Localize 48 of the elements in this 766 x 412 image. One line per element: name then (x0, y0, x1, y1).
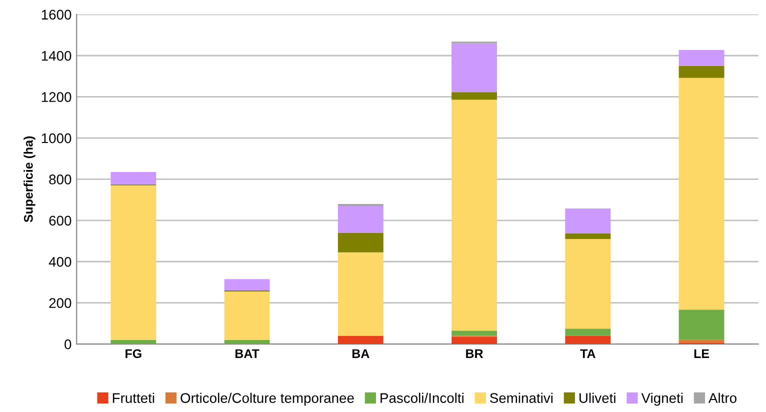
y-tick-label: 600 (49, 216, 72, 226)
bar (110, 172, 156, 184)
x-tick-label: FG (126, 349, 142, 358)
y-tick-label: 400 (48, 256, 72, 267)
y-tick-label: 1200 (42, 92, 72, 102)
bar (224, 340, 270, 344)
bar (338, 336, 384, 344)
bar (678, 78, 724, 310)
y-tick-label: 1400 (42, 50, 72, 61)
bar (452, 43, 498, 92)
legend-label: Uliveti (580, 392, 616, 403)
bar (565, 233, 611, 239)
bar (110, 185, 156, 340)
bar (452, 100, 498, 331)
y-tick-label: 800 (49, 174, 72, 184)
bar (565, 238, 611, 329)
bar (338, 252, 384, 336)
x-tick-label: BA (352, 349, 370, 358)
bar (678, 66, 724, 78)
y-tick-label: 0 (64, 339, 72, 350)
legend-label: Frutteti (112, 392, 154, 403)
bar (565, 328, 611, 336)
x-tick-label: BAT (235, 349, 260, 358)
bar (338, 206, 384, 233)
legend-label: Pascoli/Incolti (380, 392, 464, 403)
bar (452, 336, 498, 344)
bar (224, 291, 270, 340)
x-tick-label: TA (580, 349, 596, 358)
legend-label: Seminativi (490, 392, 553, 403)
legend-label: Vigneti (641, 392, 683, 406)
bar (224, 279, 270, 290)
y-axis-title: Superficie (ha) (24, 136, 36, 222)
bar (110, 340, 156, 344)
bar (565, 208, 611, 234)
bar (452, 330, 498, 336)
bar (452, 92, 498, 100)
bar (565, 336, 611, 344)
bar (338, 232, 384, 252)
x-tick-label: BR (466, 349, 484, 358)
legend-label: Altro (708, 392, 736, 403)
bar (678, 340, 724, 343)
y-tick-label: 200 (49, 298, 72, 308)
bar (678, 50, 724, 66)
legend-label: Orticole/Colture temporanee (180, 392, 354, 406)
y-tick-label: 1000 (42, 133, 72, 144)
y-tick-label: 1600 (42, 10, 72, 20)
bar (678, 310, 724, 340)
x-tick-label: LE (694, 349, 710, 358)
